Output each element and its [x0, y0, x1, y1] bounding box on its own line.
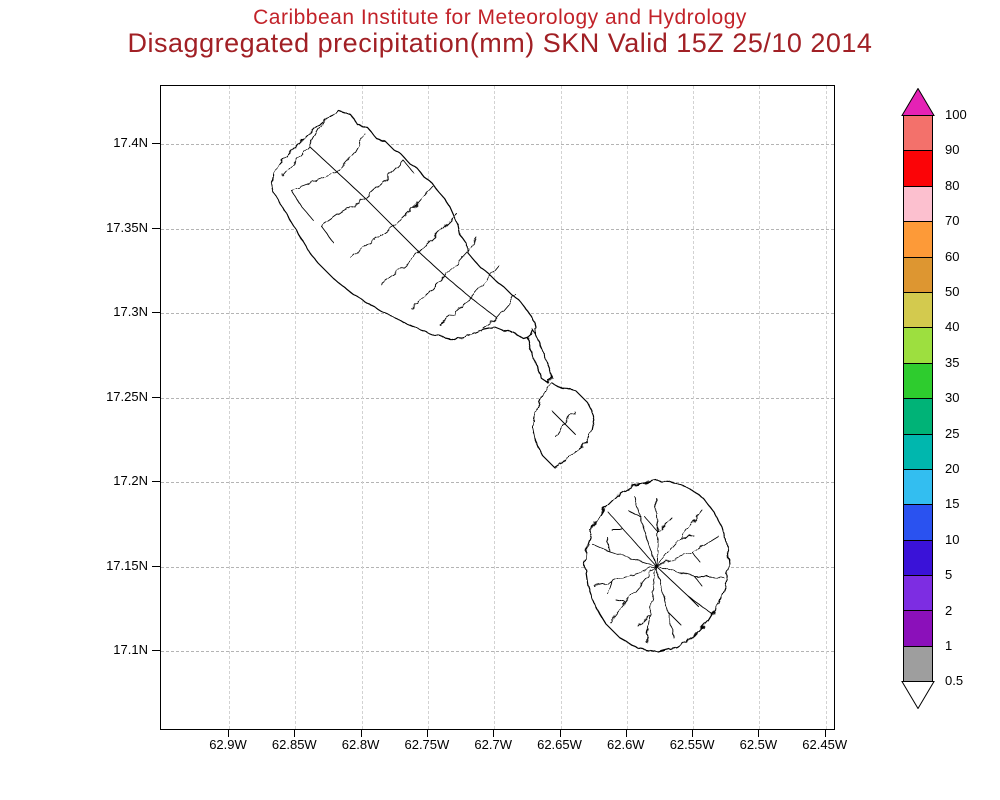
colorbar-segment — [903, 575, 933, 612]
colorbar-segment — [903, 468, 933, 506]
lon-gridline — [693, 86, 695, 729]
lat-tick-label: 17.35N — [106, 219, 148, 235]
lon-tick-mark — [426, 730, 428, 737]
precip-colorbar-legend: 100 90 80 70 60 50 40 35 30 25 20 15 10 5 2 1 0.5 — [901, 88, 981, 710]
lon-tick-label: 62.65W — [537, 737, 582, 752]
lat-gridline — [161, 144, 834, 145]
lon-gridline — [759, 86, 761, 729]
lon-gridline — [825, 86, 827, 729]
nevis-drainage-lines — [591, 495, 725, 643]
lon-tick-label: 62.85W — [271, 737, 317, 752]
colorbar-segment — [903, 504, 933, 541]
lon-gridline — [295, 86, 297, 729]
se-peninsula-neck-outline — [527, 328, 553, 384]
colorbar-segment — [903, 221, 933, 258]
lon-tick-mark — [824, 730, 826, 737]
colorbar-segment — [903, 362, 933, 400]
lon-tick-label: 62.55W — [669, 737, 715, 752]
colorbar-segment — [903, 185, 933, 223]
lat-gridline — [161, 482, 834, 483]
lon-tick-mark — [360, 730, 362, 737]
chart-title: Disaggregated precipitation(mm) SKN Vali… — [127, 28, 873, 58]
colorbar-bottom-arrow-icon — [901, 681, 935, 710]
colorbar-segment — [903, 398, 933, 435]
lon-tick-label: 62.6W — [607, 737, 645, 752]
lat-tick-label: 17.2N — [113, 473, 148, 488]
lon-gridline — [494, 86, 496, 729]
colorbar-segment — [903, 433, 933, 470]
lon-tick-mark — [559, 730, 561, 737]
lon-tick-mark — [493, 730, 495, 737]
lat-gridline — [161, 651, 834, 652]
lat-tick-label: 17.4N — [113, 135, 148, 150]
lon-tick-mark — [294, 730, 296, 737]
stkitts-outline — [271, 110, 537, 340]
institute-title: Caribbean Institute for Meteorology and … — [253, 6, 747, 29]
lon-tick-mark — [228, 730, 229, 737]
lon-tick-mark — [692, 730, 694, 737]
lat-tick-mark — [152, 227, 160, 229]
lon-tick-label: 62.45W — [802, 737, 848, 752]
lon-gridline — [626, 86, 628, 729]
se-peninsula-drainage-lines — [551, 410, 577, 438]
colorbar-segment — [903, 327, 933, 364]
lon-tick-label: 62.5W — [739, 737, 778, 752]
lat-tick-label: 17.1N — [113, 642, 148, 657]
colorbar-segment — [903, 256, 933, 293]
lat-tick-mark — [152, 650, 160, 651]
lat-tick-mark — [152, 143, 160, 144]
lon-tick-label: 62.8W — [341, 737, 380, 752]
colorbar-top-arrow-icon — [901, 88, 935, 116]
stkitts-drainage-lines — [282, 117, 516, 329]
lon-tick-label: 62.75W — [404, 737, 450, 752]
lon-gridline — [229, 86, 230, 729]
colorbar-segment — [903, 291, 933, 329]
lon-tick-mark — [758, 730, 760, 737]
lat-tick-label: 17.3N — [113, 304, 148, 319]
lat-tick-mark — [152, 396, 160, 398]
map-plot-area — [160, 85, 835, 730]
lat-gridline — [161, 397, 834, 399]
lat-tick-label: 17.15N — [106, 557, 148, 573]
lon-tick-label: 62.9W — [209, 737, 247, 752]
lat-tick-mark — [152, 565, 160, 567]
lon-tick-label: 62.7W — [474, 737, 512, 752]
lat-gridline — [161, 228, 834, 230]
colorbar-segment — [903, 610, 933, 647]
lat-tick-mark — [152, 481, 160, 482]
lat-gridline — [161, 566, 834, 568]
colorbar-segments — [901, 115, 981, 683]
lat-tick-label: 17.25N — [106, 388, 148, 404]
lon-tick-mark — [625, 730, 627, 737]
lon-gridline — [427, 86, 429, 729]
islands-map — [271, 110, 730, 653]
colorbar-segment — [903, 645, 933, 683]
colorbar-segment — [903, 539, 933, 577]
colorbar-segment — [903, 150, 933, 187]
colorbar-segment — [903, 115, 933, 152]
lat-tick-mark — [152, 312, 160, 313]
lon-gridline — [361, 86, 363, 729]
